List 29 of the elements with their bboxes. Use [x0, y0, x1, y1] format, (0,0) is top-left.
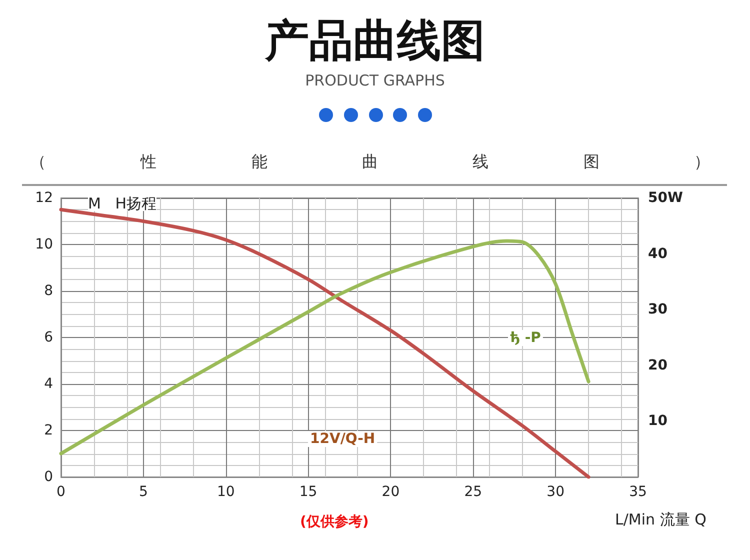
x-tick-label: 0 [56, 484, 66, 500]
y-tick-label: 6 [44, 330, 54, 346]
y-tick-label: 12 [35, 190, 53, 206]
y2-tick-label: 20 [648, 357, 668, 374]
chart-title: 产品曲线图 [264, 16, 485, 66]
y-axis-title: M H扬程 [88, 194, 157, 212]
x-tick-label: 35 [629, 484, 647, 500]
y-tick-label: 2 [44, 422, 53, 438]
x-tick-label: 5 [138, 484, 148, 500]
y-tick-label: 10 [35, 236, 53, 252]
x-tick-label: 10 [216, 484, 235, 500]
x-axis-title: L/Min 流量 Q [615, 510, 706, 528]
text: (仅供参考) [300, 513, 369, 530]
y2-tick-label: 30 [648, 302, 668, 318]
y2-tick-label: 10 [648, 413, 668, 430]
text: （性能曲线图） [30, 152, 710, 173]
x-tick-label: 15 [299, 484, 318, 500]
y-tick-label: 8 [44, 283, 53, 299]
line-series [59, 239, 590, 456]
annotation: ђ -P [510, 330, 541, 346]
y-tick-label: 4 [44, 376, 54, 392]
x-tick-label: 30 [546, 484, 564, 500]
y2-tick-label: 50W [648, 190, 683, 206]
chart-subtitle: PRODUCT GRAPHS [305, 72, 445, 90]
y2-tick-label: 40 [648, 246, 668, 262]
annotation: 12V/Q-H [310, 431, 376, 447]
y-tick-label: 0 [44, 469, 53, 485]
x-tick-label: 20 [382, 484, 400, 500]
x-tick-label: 25 [464, 484, 482, 500]
